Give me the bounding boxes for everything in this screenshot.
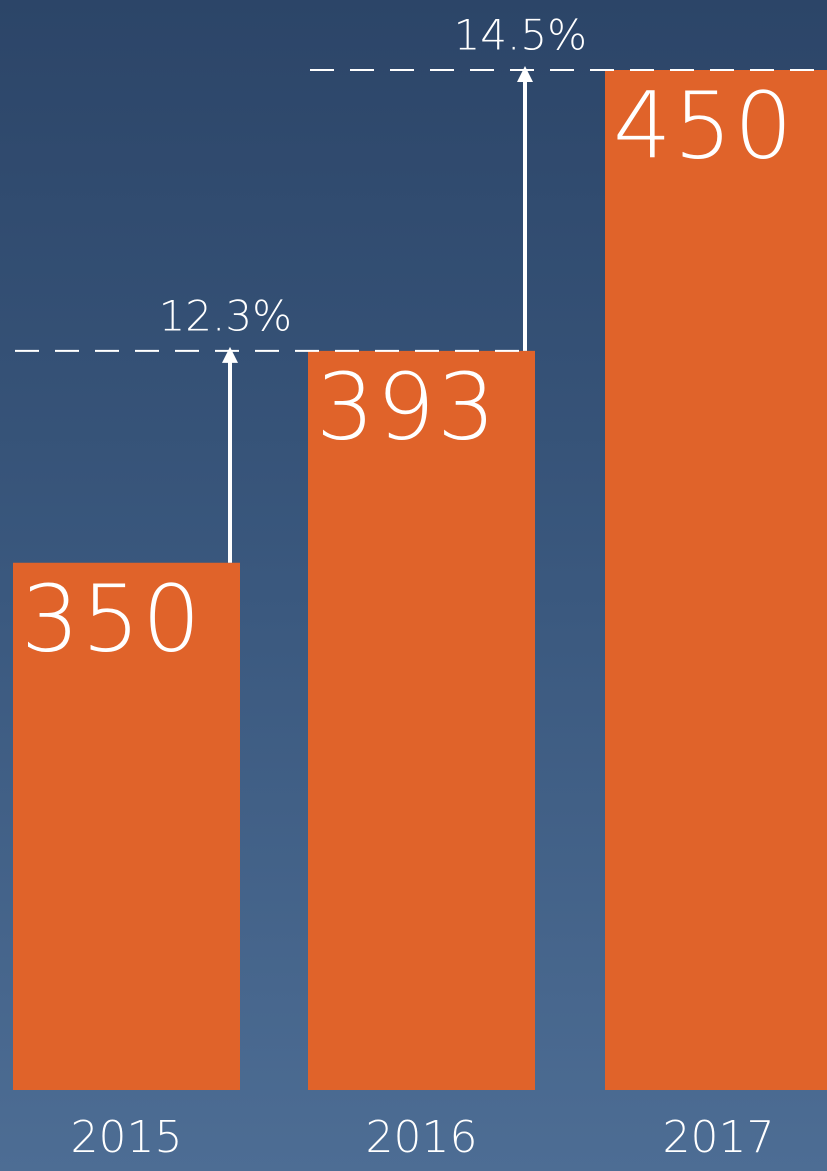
bar xyxy=(308,350,535,1090)
bar xyxy=(605,70,827,1090)
x-tick-label: 2015 xyxy=(71,1112,183,1163)
value-label: 450 xyxy=(613,73,795,180)
value-label: 350 xyxy=(21,565,203,672)
growth-label: 14.5% xyxy=(454,11,587,60)
x-tick-label: 2016 xyxy=(366,1112,478,1163)
growth-label: 12.3% xyxy=(159,291,292,340)
x-tick-label: 2017 xyxy=(663,1112,775,1163)
bar xyxy=(13,562,240,1090)
value-label: 393 xyxy=(316,353,498,460)
